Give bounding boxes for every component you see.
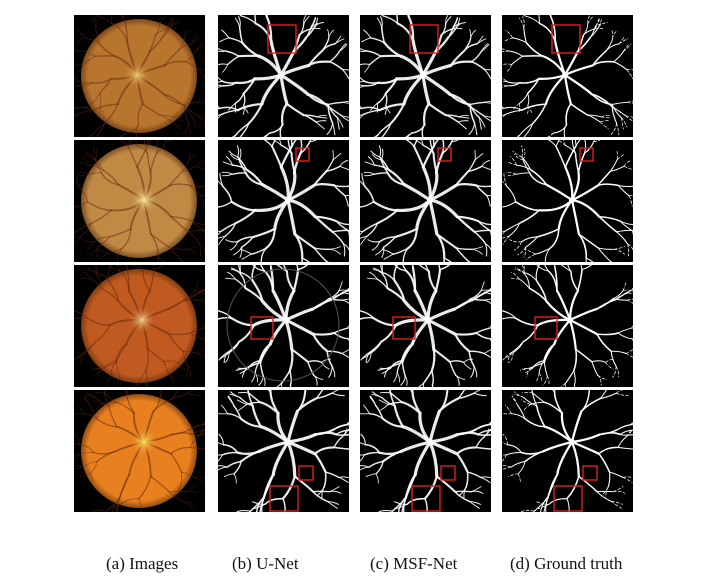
highlight-box-1 [250,316,274,340]
highlight-box-1 [534,316,558,340]
caption-unet: (b) U-Net [232,554,299,573]
caption-images: (a) Images [106,554,179,573]
highlight-box-1 [579,147,594,162]
highlight-box-1 [437,147,452,162]
panel-images-row-2 [74,140,205,262]
panel-msfnet-row-1 [360,15,491,137]
panel-images-row-1 [74,15,205,137]
panel-images-row-4 [74,390,205,512]
panel-gt-row-3 [502,265,633,387]
panel-msfnet-row-2 [360,140,491,262]
panel-unet-row-3 [218,265,349,387]
highlight-box-1 [298,465,314,481]
highlight-box-1 [582,465,598,481]
panel-unet-row-1 [218,15,349,137]
panel-images-row-3 [74,265,205,387]
caption-ground-truth: (d) Ground truth [510,554,623,573]
highlight-box-1 [295,147,310,162]
highlight-box-1 [267,24,297,54]
panel-unet-row-4 [218,390,349,512]
panel-msfnet-row-4 [360,390,491,512]
highlight-box-2 [411,485,441,512]
highlight-box-2 [269,485,299,512]
panel-msfnet-row-3 [360,265,491,387]
highlight-box-1 [392,316,416,340]
caption-msfnet: (c) MSF-Net [370,554,458,573]
highlight-box-1 [409,24,439,54]
highlight-box-2 [553,485,583,512]
panel-gt-row-2 [502,140,633,262]
panel-unet-row-2 [218,140,349,262]
highlight-box-1 [551,24,581,54]
panel-gt-row-1 [502,15,633,137]
highlight-box-1 [440,465,456,481]
panel-gt-row-4 [502,390,633,512]
